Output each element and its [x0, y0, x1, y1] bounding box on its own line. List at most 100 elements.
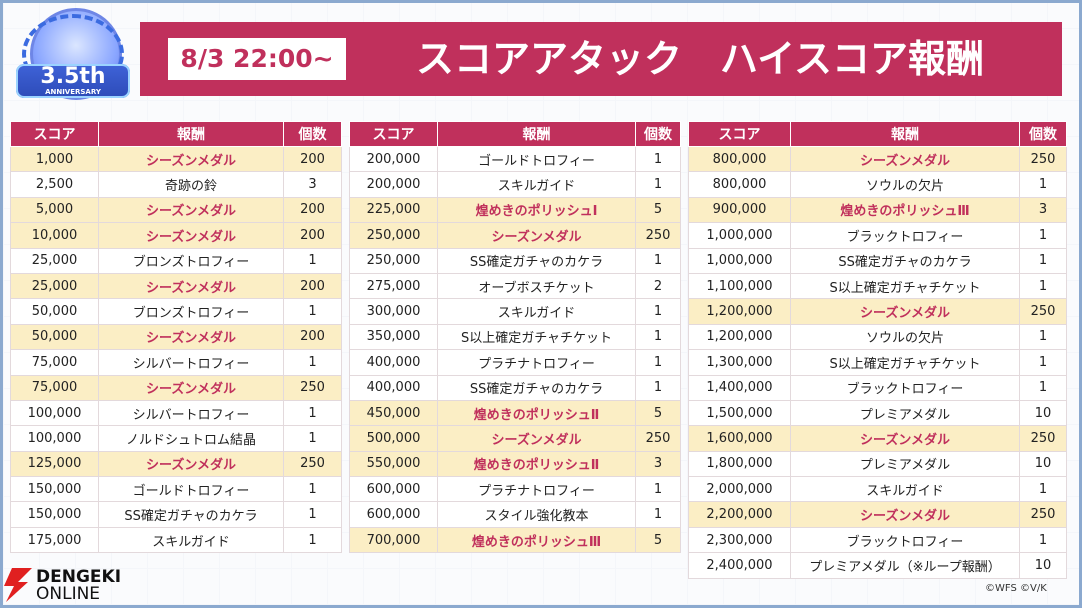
- score-cell: 1,800,000: [688, 450, 791, 478]
- count-cell: 3: [1019, 196, 1067, 224]
- table-row: 2,200,000 シーズンメダル 250: [688, 501, 1067, 528]
- count-cell: 1: [635, 171, 681, 198]
- reward-table-1: スコア 報酬 個数 1,000 シーズンメダル 200 2,500 奇跡の鈴 3 5,000…: [10, 121, 342, 554]
- dengeki-logo-icon: [4, 568, 32, 602]
- table-row: 10,000 シーズンメダル 200: [10, 222, 342, 249]
- reward-cell: プラチナトロフィー: [437, 349, 636, 376]
- count-cell: 1: [283, 298, 342, 325]
- dengeki-online-watermark: DENGEKI ONLINE: [2, 566, 142, 606]
- logo-main-text: 3.5th: [40, 64, 106, 89]
- count-cell: 200: [283, 323, 342, 351]
- score-cell: 900,000: [688, 196, 791, 224]
- count-cell: 3: [283, 171, 342, 198]
- reward-cell: SS確定ガチャのカケラ: [437, 374, 636, 401]
- reward-cell: ゴールドトロフィー: [98, 476, 284, 503]
- count-cell: 1: [1019, 476, 1067, 503]
- reward-cell: スキルガイド: [437, 298, 636, 325]
- score-cell: 75,000: [10, 374, 99, 401]
- reward-cell: S以上確定ガチャチケット: [790, 349, 1020, 376]
- table-row: 600,000 スタイル強化教本 1: [349, 501, 681, 528]
- table-row: 50,000 シーズンメダル 200: [10, 323, 342, 351]
- score-cell: 400,000: [349, 349, 438, 376]
- count-cell: 1: [1019, 222, 1067, 249]
- count-cell: 5: [635, 399, 681, 427]
- score-cell: 700,000: [349, 526, 438, 554]
- table-row: 350,000 S以上確定ガチャチケット 1: [349, 323, 681, 351]
- count-cell: 250: [283, 374, 342, 401]
- count-cell: 1: [283, 526, 342, 554]
- table-row: 250,000 SS確定ガチャのカケラ 1: [349, 247, 681, 274]
- count-cell: 1: [635, 349, 681, 376]
- table-row: 75,000 シルバートロフィー 1: [10, 349, 342, 376]
- count-cell: 250: [1019, 145, 1067, 173]
- table-row: 100,000 シルバートロフィー 1: [10, 399, 342, 427]
- reward-cell: 煌めきのポリッシュⅢ: [437, 526, 636, 554]
- score-cell: 600,000: [349, 501, 438, 528]
- table-row: 400,000 プラチナトロフィー 1: [349, 349, 681, 376]
- score-cell: 2,300,000: [688, 526, 791, 554]
- table-row: 5,000 シーズンメダル 200: [10, 196, 342, 224]
- score-cell: 275,000: [349, 272, 438, 300]
- score-cell: 200,000: [349, 145, 438, 173]
- score-cell: 1,000,000: [688, 222, 791, 249]
- page-title: スコアアタック ハイスコア報酬: [415, 37, 985, 81]
- score-cell: 1,200,000: [688, 323, 791, 351]
- reward-cell: S以上確定ガチャチケット: [437, 323, 636, 351]
- score-cell: 150,000: [10, 501, 99, 528]
- count-cell: 1: [1019, 526, 1067, 554]
- reward-cell: シーズンメダル: [437, 425, 636, 452]
- col-header-score: スコア: [349, 121, 438, 147]
- count-cell: 1: [283, 476, 342, 503]
- reward-cell: シーズンメダル: [98, 323, 284, 351]
- table-row: 250,000 シーズンメダル 250: [349, 222, 681, 249]
- score-cell: 600,000: [349, 476, 438, 503]
- reward-cell: シーズンメダル: [98, 272, 284, 300]
- reward-cell: プレミアメダル: [790, 399, 1020, 427]
- reward-cell: ブロンズトロフィー: [98, 298, 284, 325]
- count-cell: 250: [283, 450, 342, 478]
- reward-cell: SS確定ガチャのカケラ: [790, 247, 1020, 274]
- reward-cell: シーズンメダル: [98, 450, 284, 478]
- watermark-line1: DENGEKI: [36, 567, 122, 587]
- table-row: 2,300,000 ブラックトロフィー 1: [688, 526, 1067, 554]
- reward-cell: プレミアメダル（※ループ報酬）: [790, 552, 1020, 579]
- score-cell: 1,100,000: [688, 272, 791, 300]
- score-cell: 100,000: [10, 425, 99, 452]
- table-row: 800,000 シーズンメダル 250: [688, 145, 1067, 173]
- count-cell: 250: [1019, 501, 1067, 528]
- score-cell: 200,000: [349, 171, 438, 198]
- score-cell: 150,000: [10, 476, 99, 503]
- reward-table-3: スコア 報酬 個数 800,000 シーズンメダル 250 800,000 ソウルの欠片…: [688, 121, 1067, 579]
- count-cell: 1: [635, 323, 681, 351]
- table-row: 100,000 ノルドシュトロム結晶 1: [10, 425, 342, 452]
- reward-cell: ノルドシュトロム結晶: [98, 425, 284, 452]
- table-row: 600,000 プラチナトロフィー 1: [349, 476, 681, 503]
- score-cell: 100,000: [10, 399, 99, 427]
- count-cell: 250: [635, 425, 681, 452]
- table-row: 900,000 煌めきのポリッシュⅢ 3: [688, 196, 1067, 224]
- score-cell: 75,000: [10, 349, 99, 376]
- count-cell: 1: [635, 247, 681, 274]
- reward-cell: シルバートロフィー: [98, 349, 284, 376]
- score-cell: 250,000: [349, 247, 438, 274]
- count-cell: 10: [1019, 450, 1067, 478]
- count-cell: 1: [283, 247, 342, 274]
- reward-cell: シーズンメダル: [437, 222, 636, 249]
- table-row: 400,000 SS確定ガチャのカケラ 1: [349, 374, 681, 401]
- reward-cell: 奇跡の鈴: [98, 171, 284, 198]
- reward-cell: 煌めきのポリッシュⅠ: [437, 196, 636, 224]
- table-row: 550,000 煌めきのポリッシュⅡ 3: [349, 450, 681, 478]
- count-cell: 250: [635, 222, 681, 249]
- score-cell: 300,000: [349, 298, 438, 325]
- score-cell: 25,000: [10, 247, 99, 274]
- reward-table-2: スコア 報酬 個数 200,000 ゴールドトロフィー 1 200,000 スキルガイド…: [349, 121, 681, 554]
- table-row: 800,000 ソウルの欠片 1: [688, 171, 1067, 198]
- score-cell: 25,000: [10, 272, 99, 300]
- logo-sub-text: ANNIVERSARY: [45, 88, 101, 96]
- reward-cell: ソウルの欠片: [790, 323, 1020, 351]
- table-row: 2,000,000 スキルガイド 1: [688, 476, 1067, 503]
- table-header-row: スコア 報酬 個数: [10, 121, 342, 147]
- table-row: 225,000 煌めきのポリッシュⅠ 5: [349, 196, 681, 224]
- table-row: 50,000 ブロンズトロフィー 1: [10, 298, 342, 325]
- reward-cell: ブロンズトロフィー: [98, 247, 284, 274]
